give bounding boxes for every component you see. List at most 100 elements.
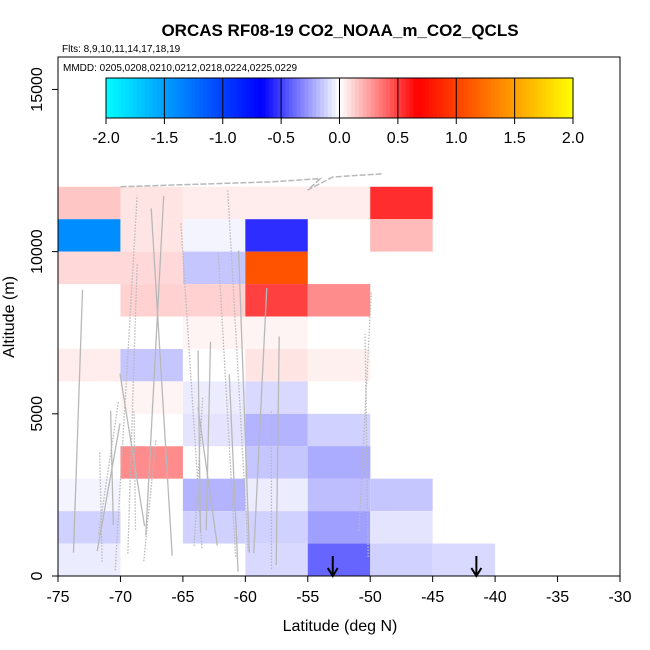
heatmap-cell xyxy=(182,251,246,285)
colorbar-segment xyxy=(397,78,403,118)
colorbar: -2.0 -1.5 -1.0 -0.5 0.0 0.5 1.0 1.5 2.0 xyxy=(92,77,584,147)
colorbar-segment xyxy=(495,78,500,118)
flight-track xyxy=(358,291,372,531)
flights-label: Flts: 8,9,10,11,14,17,18,19 xyxy=(62,44,181,55)
colorbar-segment xyxy=(390,78,395,118)
colorbar-segment xyxy=(144,78,150,118)
colorbar-segment xyxy=(304,78,309,118)
colorbar-segment xyxy=(273,78,278,118)
x-tick-label: -65 xyxy=(171,589,194,606)
flight-track xyxy=(114,195,138,571)
colorbar-segment xyxy=(534,78,539,118)
heatmap-cell xyxy=(432,543,496,576)
colorbar-segment xyxy=(312,78,317,118)
flight-track xyxy=(253,288,268,554)
colorbar-segment xyxy=(347,78,352,118)
heatmap-cell xyxy=(370,186,433,220)
flight-track xyxy=(109,410,114,525)
colorbar-segment xyxy=(203,78,208,118)
colorbar-tick-label: 2.0 xyxy=(562,130,584,147)
colorbar-segment xyxy=(168,78,173,118)
colorbar-segment xyxy=(518,78,524,118)
colorbar-segment xyxy=(292,78,298,118)
colorbar-segment xyxy=(405,78,411,118)
dates-label: MMDD: 0205,0208,0210,0212,0218,0224,0225… xyxy=(63,63,298,74)
colorbar-segment xyxy=(429,78,434,118)
heatmap-cell xyxy=(245,251,308,285)
x-axis: -75 -70 -65 -60 -55 -50 -45 -40 -35 -30 xyxy=(46,576,632,606)
y-axis-label: Altitude (m) xyxy=(1,276,18,358)
colorbar-segment xyxy=(378,78,383,118)
colorbar-tick-label: 1.0 xyxy=(445,130,467,147)
x-tick-label: -40 xyxy=(484,589,507,606)
x-tick-label: -70 xyxy=(109,589,132,606)
heatmap-cell xyxy=(245,381,308,414)
colorbar-segment xyxy=(109,78,115,118)
y-tick-label: 5000 xyxy=(29,396,46,432)
flight-track xyxy=(143,440,157,562)
colorbar-segment xyxy=(557,78,562,118)
colorbar-segment xyxy=(226,78,232,118)
colorbar-segment xyxy=(316,78,321,118)
colorbar-segment xyxy=(156,78,162,118)
colorbar-segment xyxy=(117,78,123,118)
colorbar-segment xyxy=(510,78,516,118)
colorbar-segment xyxy=(249,78,255,118)
flight-track xyxy=(150,208,173,556)
heatmap-cell xyxy=(307,413,371,447)
colorbar-segment xyxy=(300,78,306,118)
colorbar-segment xyxy=(106,78,111,118)
y-tick-label: 0 xyxy=(29,571,46,580)
x-tick-label: -50 xyxy=(359,589,382,606)
colorbar-segment xyxy=(537,78,543,118)
colorbar-tick-label: 0.0 xyxy=(328,130,350,147)
colorbar-segment xyxy=(257,78,263,118)
colorbar-segment xyxy=(238,78,243,118)
colorbar-segment xyxy=(285,78,290,118)
colorbar-segment xyxy=(277,78,282,118)
colorbar-segment xyxy=(502,78,508,118)
colorbar-segment xyxy=(261,78,267,118)
colorbar-segment xyxy=(475,78,481,118)
colorbar-segment xyxy=(288,78,294,118)
colorbar-segment xyxy=(152,78,158,118)
colorbar-segment xyxy=(179,78,185,118)
flight-track xyxy=(180,222,203,549)
colorbar-segment xyxy=(129,78,134,118)
colorbar-segment xyxy=(331,78,337,118)
x-tick-label: -35 xyxy=(546,589,569,606)
colorbar-segment xyxy=(417,78,422,118)
colorbar-segment xyxy=(393,78,399,118)
colorbar-segment xyxy=(436,78,442,118)
heatmap-cell xyxy=(245,413,308,447)
flight-track xyxy=(97,401,120,535)
colorbar-segment xyxy=(137,78,142,118)
colorbar-segment xyxy=(506,78,512,118)
colorbar-segment xyxy=(444,78,450,118)
flight-track-highalt xyxy=(120,173,383,191)
colorbar-segment xyxy=(172,78,177,118)
heatmap-cell xyxy=(370,511,433,544)
colorbar-segment xyxy=(269,78,274,118)
colorbar-segment xyxy=(246,78,251,118)
heatmap-cell xyxy=(58,478,121,512)
heatmap-cell xyxy=(182,413,246,447)
colorbar-segment xyxy=(382,78,387,118)
y-tick-label: 15000 xyxy=(29,67,46,112)
heatmap-cell xyxy=(245,284,308,317)
colorbar-segment xyxy=(452,78,457,118)
heatmap-cell xyxy=(182,316,246,349)
flight-track xyxy=(364,333,369,557)
colorbar-segment xyxy=(541,78,547,118)
heatmap-cell xyxy=(245,219,308,252)
flight-track xyxy=(205,341,212,531)
colorbar-segment xyxy=(281,78,286,118)
colorbar-segment xyxy=(549,78,555,118)
colorbar-segment xyxy=(355,78,360,118)
colorbar-tick-label: 0.5 xyxy=(387,130,409,147)
heatmap-cell xyxy=(307,284,371,317)
colorbar-segment xyxy=(335,78,341,118)
x-tick-label: -75 xyxy=(46,589,69,606)
colorbar-segment xyxy=(370,78,376,118)
